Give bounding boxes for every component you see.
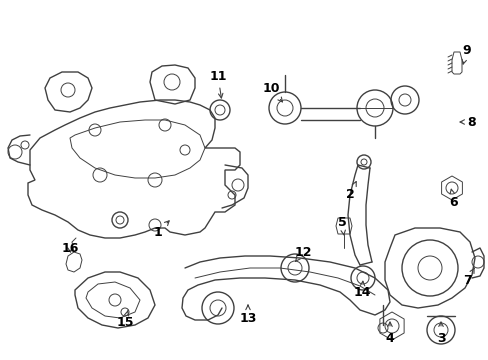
Text: 14: 14 (352, 281, 370, 298)
Text: 11: 11 (209, 69, 226, 98)
Text: 6: 6 (449, 189, 457, 208)
Text: 15: 15 (116, 310, 134, 328)
Text: 2: 2 (345, 181, 355, 201)
Text: 8: 8 (459, 116, 475, 129)
Text: 7: 7 (463, 268, 473, 287)
Text: 12: 12 (294, 246, 311, 261)
Text: 5: 5 (337, 216, 346, 235)
Text: 3: 3 (436, 322, 445, 345)
Text: 1: 1 (153, 221, 169, 238)
Text: 9: 9 (461, 44, 470, 64)
Text: 13: 13 (239, 305, 256, 324)
Text: 16: 16 (61, 242, 79, 255)
Text: 10: 10 (262, 81, 282, 102)
Text: 4: 4 (385, 322, 393, 345)
